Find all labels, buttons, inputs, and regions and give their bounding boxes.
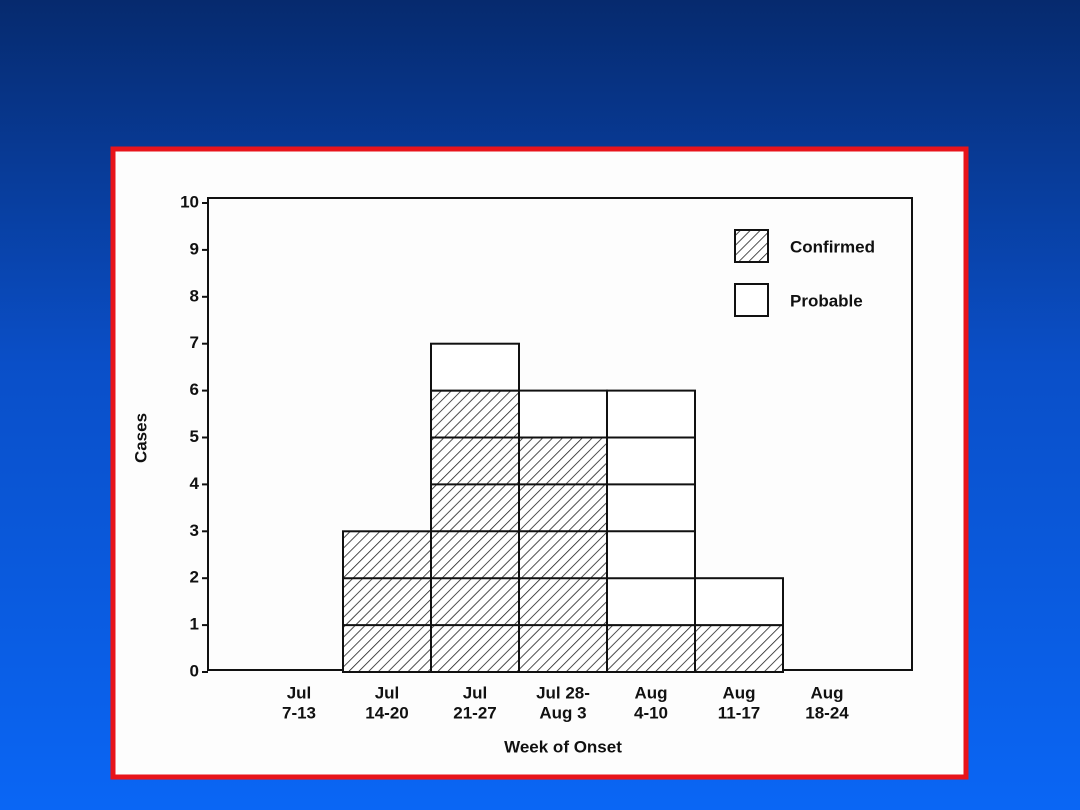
y-tick-label: 6: [190, 380, 199, 399]
y-tick-label: 5: [190, 427, 199, 446]
x-tick-label: Jul: [463, 683, 488, 702]
x-tick-label: Jul: [375, 683, 400, 702]
x-tick-label: 7-13: [282, 703, 316, 722]
y-tick-label: 1: [190, 615, 199, 634]
bar-segment: [606, 389, 696, 627]
bar-segment: [518, 436, 608, 673]
bar-segment: [694, 624, 784, 673]
y-tick-label: 9: [190, 239, 199, 258]
legend-swatch: [734, 229, 769, 263]
y-tick-label: 3: [190, 521, 199, 540]
x-tick-label: Jul: [287, 683, 312, 702]
bar-segment: [694, 577, 784, 627]
y-tick-label: 8: [190, 286, 199, 305]
y-tick-label: 2: [190, 568, 199, 587]
x-tick-label: Aug: [634, 683, 667, 702]
x-tick-label: 14-20: [365, 703, 408, 722]
legend-label: Probable: [790, 291, 863, 310]
bar-segment: [606, 624, 696, 673]
x-tick-label: Aug 3: [539, 703, 586, 722]
x-tick-label: 11-17: [718, 703, 761, 722]
y-axis-label: Cases: [131, 413, 150, 463]
y-tick-label: 0: [190, 661, 199, 680]
x-tick-label: 4-10: [634, 703, 668, 722]
x-tick-label: 21-27: [453, 703, 496, 722]
bar-segment: [342, 530, 432, 673]
x-tick-label: Aug: [810, 683, 843, 702]
x-tick-label: Aug: [722, 683, 755, 702]
x-axis-label: Week of Onset: [504, 737, 622, 756]
legend-label: Confirmed: [790, 237, 875, 256]
y-tick-label: 7: [190, 333, 199, 352]
bar-segment: [518, 389, 608, 439]
legend-swatch: [734, 283, 769, 317]
y-tick-label: 4: [190, 474, 200, 493]
y-tick-label: 10: [180, 192, 199, 211]
x-tick-label: 18-24: [805, 703, 849, 722]
x-tick-label: Jul 28-: [536, 683, 590, 702]
bar-segment: [430, 342, 520, 392]
